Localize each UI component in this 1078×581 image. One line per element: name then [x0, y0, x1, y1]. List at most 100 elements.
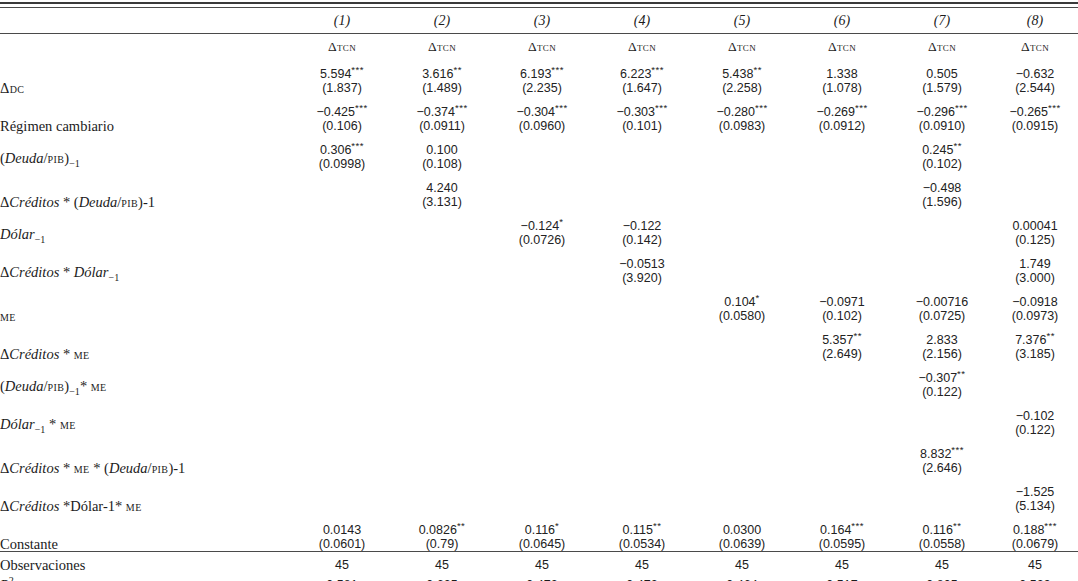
- coefficient-value: [592, 475, 692, 499]
- standard-error: [692, 499, 792, 513]
- standard-error: [292, 195, 392, 209]
- coefficient-value: [492, 133, 592, 157]
- standard-error: (0.102): [892, 157, 992, 171]
- coefficient-value: [292, 399, 392, 423]
- standard-error: [392, 233, 492, 247]
- standard-error: [692, 423, 792, 437]
- coef-row-creditos-x-dolar-lag-x-me: ΔCréditos *Dólar-1* me−1.525: [0, 475, 1078, 499]
- coefficient-value: [892, 209, 992, 233]
- significance-stars: ***: [1048, 102, 1061, 113]
- coefficient-value: 0.100: [392, 133, 492, 157]
- coef-row-regimen-cambiario: Régimen cambiario−0.425***−0.374***−0.30…: [0, 95, 1078, 119]
- standard-error: (0.0973): [992, 309, 1078, 323]
- model-number-row: (1)(2)(3)(4)(5)(6)(7)(8): [0, 8, 1078, 34]
- stat-value: 0.472: [592, 573, 692, 581]
- standard-error: [692, 157, 792, 171]
- standard-error: (0.0998): [292, 157, 392, 171]
- standard-error: (0.108): [392, 157, 492, 171]
- significance-stars: ***: [455, 102, 468, 113]
- coefficient-value: [592, 133, 692, 157]
- standard-error: [592, 461, 692, 475]
- stat-value: 0.472: [492, 573, 592, 581]
- coefficient-value: 0.164***: [792, 513, 892, 537]
- significance-stars: *: [756, 292, 760, 303]
- stat-label-observaciones: Observaciones: [0, 552, 292, 574]
- coefficient-value: [392, 209, 492, 233]
- significance-stars: **: [957, 368, 965, 379]
- standard-error: (3.920): [592, 271, 692, 285]
- standard-error: [492, 195, 592, 209]
- standard-error: (0.79): [392, 537, 492, 552]
- standard-error: (0.0580): [692, 309, 792, 323]
- significance-stars: ***: [651, 64, 664, 75]
- significance-stars: *: [555, 520, 559, 531]
- standard-error: [992, 157, 1078, 171]
- standard-error: (0.122): [992, 423, 1078, 437]
- significance-stars: **: [953, 520, 961, 531]
- stat-value: 45: [392, 552, 492, 574]
- coefficient-value: 0.00041: [992, 209, 1078, 233]
- coef-row-dolar-lag-x-me: Dólar−1 * me−0.102: [0, 399, 1078, 423]
- coefficient-value: 5.357**: [792, 323, 892, 347]
- coefficient-value: 0.0300: [692, 513, 792, 537]
- significance-stars: ***: [755, 102, 768, 113]
- standard-error: [492, 309, 592, 323]
- standard-error: [892, 499, 992, 513]
- standard-error: [592, 423, 692, 437]
- coef-row-creditos-x-me-x-deuda-pib-lag: ΔCréditos * me * (Deuda/pib)-18.832***: [0, 437, 1078, 461]
- stat-value: 45: [692, 552, 792, 574]
- coefficient-value: [692, 323, 792, 347]
- dep-var-row: ΔtcnΔtcnΔtcnΔtcnΔtcnΔtcnΔtcnΔtcn: [0, 34, 1078, 58]
- variable-label-deuda-pib-lag-x-me: (Deuda/pib)−1* me: [0, 361, 292, 399]
- significance-stars: ***: [955, 102, 968, 113]
- coefficient-value: −0.0918: [992, 285, 1078, 309]
- coefficient-value: [492, 437, 592, 461]
- standard-error: [892, 271, 992, 285]
- standard-error: [792, 385, 892, 399]
- stat-value: 0.529: [992, 573, 1078, 581]
- coefficient-value: −0.307**: [892, 361, 992, 385]
- standard-error: [392, 385, 492, 399]
- stat-value: 0.625: [392, 573, 492, 581]
- standard-error: (3.131): [392, 195, 492, 209]
- coefficient-value: −0.425***: [292, 95, 392, 119]
- significance-stars: ***: [855, 102, 868, 113]
- coefficient-value: 0.116*: [492, 513, 592, 537]
- stat-value: 0.464: [692, 573, 792, 581]
- dep-var-header: Δtcn: [892, 34, 992, 58]
- coefficient-value: −0.632: [992, 57, 1078, 81]
- coefficient-value: 1.338: [792, 57, 892, 81]
- standard-error: [292, 233, 392, 247]
- standard-error: [492, 271, 592, 285]
- standard-error: (0.0534): [592, 537, 692, 552]
- standard-error: [692, 461, 792, 475]
- coefficient-value: [292, 171, 392, 195]
- stat-value: 0.581: [292, 573, 392, 581]
- standard-error: [592, 309, 692, 323]
- standard-error: (3.185): [992, 347, 1078, 361]
- model-number-header: (2): [392, 8, 492, 34]
- dep-var-header: Δtcn: [292, 34, 392, 58]
- coef-row-creditos-x-dolar-lag: ΔCréditos * Dólar−1−0.05131.749: [0, 247, 1078, 271]
- coefficient-value: [292, 475, 392, 499]
- standard-error: [892, 423, 992, 437]
- paper-table-page: (1)(2)(3)(4)(5)(6)(7)(8)ΔtcnΔtcnΔtcnΔtcn…: [0, 0, 1078, 581]
- stat-row-r-squared: R20.5810.6250.4720.4720.4640.5170.8050.5…: [0, 573, 1078, 581]
- standard-error: [492, 157, 592, 171]
- coefficient-value: −0.498: [892, 171, 992, 195]
- significance-stars: ***: [951, 444, 964, 455]
- coef-row-deuda-pib-lag-x-me: (Deuda/pib)−1* me−0.307**: [0, 361, 1078, 385]
- stat-value: 45: [892, 552, 992, 574]
- standard-error: (0.125): [992, 233, 1078, 247]
- coef-row-creditos-x-me: ΔCréditos * me5.357**2.8337.376**: [0, 323, 1078, 347]
- standard-error: [992, 385, 1078, 399]
- coefficient-value: [792, 437, 892, 461]
- coefficient-value: [292, 323, 392, 347]
- standard-error: [792, 423, 892, 437]
- coefficient-value: [592, 399, 692, 423]
- standard-error: [592, 499, 692, 513]
- standard-error: (2.544): [992, 81, 1078, 95]
- standard-error: (2.156): [892, 347, 992, 361]
- coefficient-value: [992, 133, 1078, 157]
- standard-error: (0.0679): [992, 537, 1078, 552]
